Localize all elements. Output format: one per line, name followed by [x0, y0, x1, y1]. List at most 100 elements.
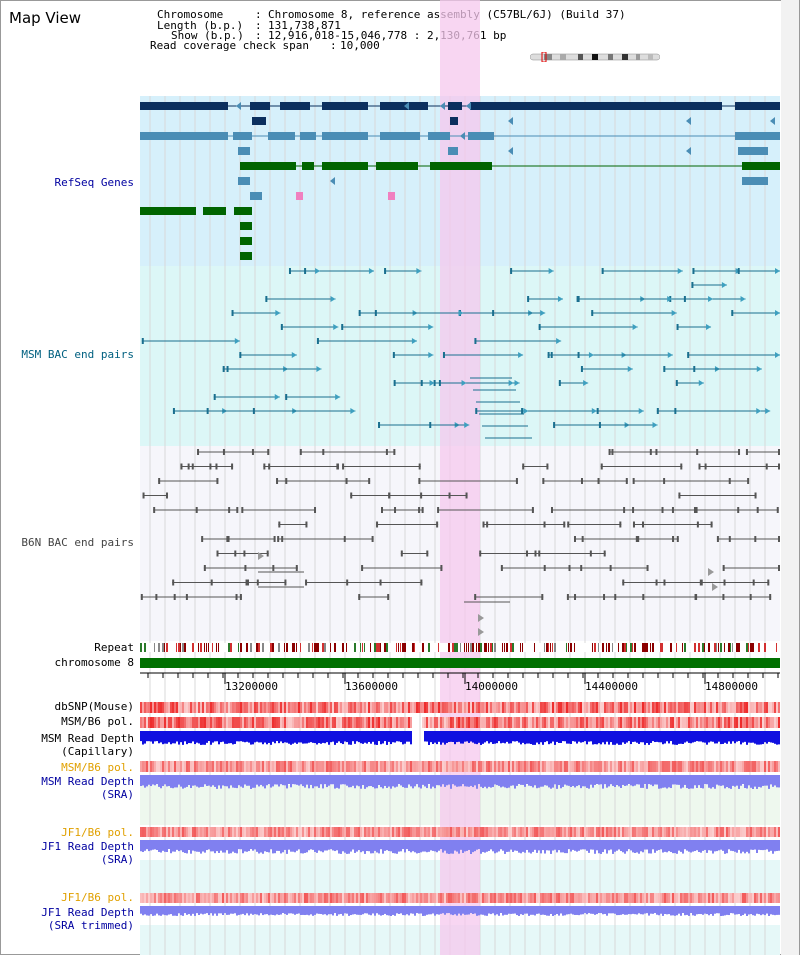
read-depth-bar [644, 840, 646, 850]
read-depth-bar [352, 775, 354, 786]
polymorphism-cell [776, 717, 778, 728]
read-depth-bar [650, 731, 652, 743]
read-depth-bar [308, 775, 310, 788]
read-depth-bar [386, 731, 388, 745]
b6n-bac-end [778, 449, 780, 455]
polymorphism-cell [688, 893, 690, 903]
read-depth-bar [546, 906, 548, 916]
polymorphism-cell [246, 827, 248, 837]
read-depth-bar [694, 906, 696, 916]
read-depth-bar [406, 840, 408, 849]
polymorphism-cell [700, 702, 702, 713]
polymorphism-cell [704, 761, 706, 772]
repeat-element [548, 643, 549, 652]
chromosome-track-label[interactable]: chromosome 8 [0, 656, 134, 669]
polymorphism-cell [276, 893, 278, 903]
read-depth-bar [412, 840, 414, 851]
read-depth-bar [482, 775, 484, 788]
msm-bac-end [429, 422, 431, 428]
msm-read-depth-sra-label-1[interactable]: MSM Read Depth [0, 775, 134, 788]
msm-bac-label[interactable]: MSM BAC end pairs [0, 348, 134, 361]
jf1-b6-pol-2-label[interactable]: JF1/B6 pol. [0, 891, 134, 904]
jf1-read-depth-trim-label-1[interactable]: JF1 Read Depth [0, 906, 134, 919]
polymorphism-cell [144, 702, 146, 713]
read-depth-bar [576, 775, 578, 786]
read-depth-bar [394, 731, 396, 743]
polymorphism-cell [684, 893, 686, 903]
polymorphism-cell [712, 827, 714, 837]
read-depth-bar [764, 775, 766, 786]
polymorphism-cell [552, 827, 554, 837]
polymorphism-cell [158, 702, 160, 713]
polymorphism-cell [216, 893, 218, 903]
polymorphism-cell [382, 761, 384, 772]
read-depth-bar [250, 906, 252, 914]
msm-bac-end [539, 324, 541, 330]
polymorphism-cell [374, 827, 376, 837]
polymorphism-cell [166, 827, 168, 837]
read-depth-bar [354, 775, 356, 788]
read-depth-bar [680, 775, 682, 789]
polymorphism-cell [334, 761, 336, 772]
refseq-genes-label[interactable]: RefSeq Genes [10, 176, 134, 189]
polymorphism-cell [464, 761, 466, 772]
read-depth-bar [256, 840, 258, 852]
msm-b6-pol-label[interactable]: MSM/B6 pol. [0, 715, 134, 728]
polymorphism-cell [600, 717, 602, 728]
read-depth-bar [212, 840, 214, 851]
b6n-bac-end [677, 536, 679, 542]
read-depth-bar [320, 775, 322, 784]
b6n-bac-label[interactable]: B6N BAC end pairs [0, 536, 134, 549]
read-depth-bar [444, 775, 446, 787]
polymorphism-cell [692, 761, 694, 772]
polymorphism-cell [302, 702, 304, 713]
msm-b6-pol-2-label[interactable]: MSM/B6 pol. [0, 761, 134, 774]
jf1-read-depth-sra-label-1[interactable]: JF1 Read Depth [0, 840, 134, 853]
polymorphism-cell [542, 761, 544, 772]
repeat-element [240, 643, 242, 652]
read-depth-bar [344, 731, 346, 741]
polymorphism-cell [304, 761, 306, 772]
read-depth-bar [466, 775, 468, 787]
polymorphism-cell [726, 761, 728, 772]
polymorphism-cell [374, 717, 376, 728]
msm-read-depth-cap-label-1[interactable]: MSM Read Depth [0, 732, 134, 745]
msm-bac-end [657, 408, 659, 414]
read-depth-bar [222, 731, 224, 742]
read-depth-bar [220, 906, 222, 913]
read-depth-bar [512, 775, 514, 785]
read-depth-bar [528, 840, 530, 852]
read-depth-bar [260, 906, 262, 913]
polymorphism-cell [280, 827, 282, 837]
polymorphism-cell [500, 717, 502, 728]
repeat-element [464, 643, 465, 652]
dbsnp-label[interactable]: dbSNP(Mouse) [0, 700, 134, 713]
read-depth-bar [476, 775, 478, 789]
b6n-bac-end [263, 464, 265, 470]
gene-exon [240, 222, 252, 230]
read-depth-bar [378, 775, 380, 785]
repeat-element [144, 643, 146, 652]
read-depth-bar [694, 731, 696, 742]
polymorphism-cell [270, 893, 272, 903]
read-depth-bar [754, 840, 756, 850]
polymorphism-cell [146, 702, 148, 713]
read-depth-bar [164, 775, 166, 784]
jf1-b6-pol-label[interactable]: JF1/B6 pol. [0, 826, 134, 839]
polymorphism-cell [218, 761, 220, 772]
polymorphism-cell [604, 827, 606, 837]
read-depth-bar [674, 906, 676, 916]
read-depth-bar [224, 731, 226, 744]
repeat-label[interactable]: Repeat [0, 641, 134, 654]
chromosome-bar [140, 658, 780, 668]
read-depth-bar [678, 906, 680, 914]
read-depth-bar [716, 906, 718, 913]
read-depth-bar [238, 840, 240, 849]
gene-exon [448, 102, 462, 110]
read-depth-bar [340, 906, 342, 914]
repeat-element [334, 643, 336, 652]
polymorphism-cell [716, 893, 718, 903]
read-depth-bar [774, 906, 776, 915]
read-depth-bar [386, 840, 388, 850]
polymorphism-cell [174, 702, 176, 713]
